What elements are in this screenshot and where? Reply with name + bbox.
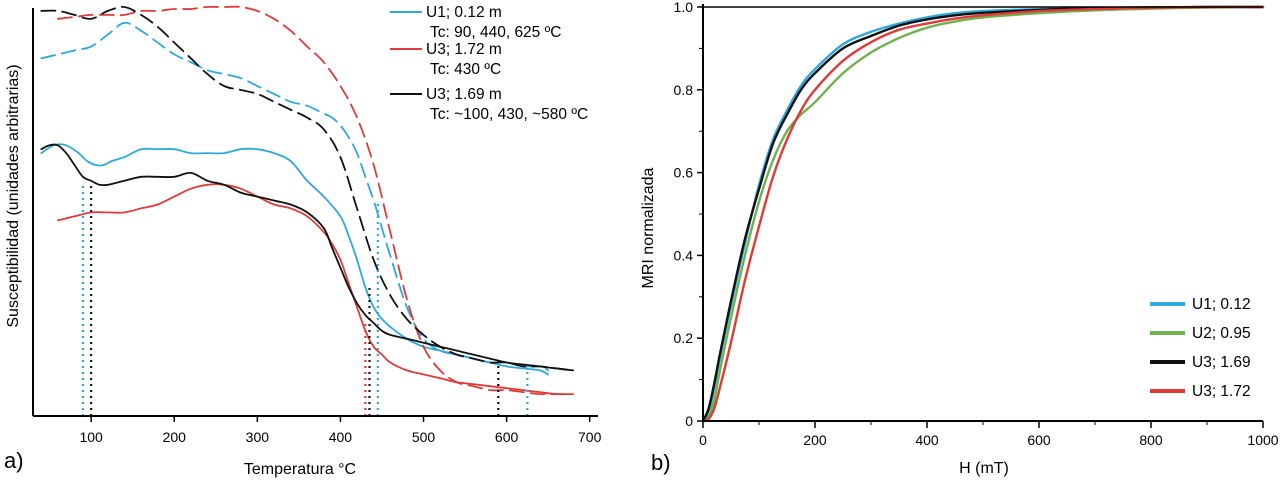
- panel-a-y-axis-title: Susceptibilidad (unidades arbitrarias): [5, 64, 22, 327]
- panel-a-x-tick-label: 600: [495, 429, 519, 445]
- panel-b-x-tick-label: 400: [915, 432, 939, 448]
- panel-a-series-line: U1; 0.12 m (cooling): [40, 21, 549, 372]
- panel-b-x-tick-label: 800: [1139, 432, 1163, 448]
- panel-b-y-tick-label: 0.2: [674, 330, 694, 346]
- panel-a-series-line: U3; 1.69 m (cooling): [40, 5, 574, 372]
- panel-b-y-tick-label: 0.4: [674, 247, 694, 263]
- panel-b-y-tick-label: 0.8: [674, 82, 694, 98]
- panel-a-x-tick-label: 500: [412, 429, 436, 445]
- panel-a-x-tick-label: 100: [79, 429, 103, 445]
- panel-a-legend-curie-temps: Tc: 430 ºC: [430, 61, 501, 78]
- panel-a-x-tick-label: 700: [578, 429, 602, 445]
- panel-a-legend-sample: U3; 1.72 m: [426, 41, 502, 58]
- panel-a-legend-sample: U3; 1.69 m: [426, 86, 502, 103]
- panel-b-label: b): [651, 450, 671, 475]
- panel-b-series-line: U1; 0.12: [701, 5, 1265, 423]
- panel-b-series-line: U3; 1.72: [701, 5, 1265, 423]
- panel-b-legend-label: U3; 1.72: [1192, 383, 1251, 400]
- panel-a-label: a): [4, 448, 24, 473]
- panel-a-curie-markers: [81, 184, 529, 416]
- panel-a-series-line: U3; 1.72 m (heating): [57, 183, 574, 396]
- panel-b-y-tick-label: 1.0: [674, 0, 694, 15]
- panel-b-x-tick-label: 0: [699, 432, 707, 448]
- panel-b-x-axis-title: H (mT): [959, 460, 1009, 477]
- panel-b-x-tick-label: 600: [1027, 432, 1051, 448]
- panel-a-legend-sample: U1; 0.12 m: [426, 4, 502, 21]
- panel-a-curves: U1; 0.12 m (heating)U1; 0.12 m (cooling)…: [40, 5, 574, 396]
- panel-b-legend: U1; 0.12 U2; 0.95 U3; 1.69 U3; 1.72: [1150, 296, 1251, 400]
- panel-b-irm-chart: U1; 0.12 U2; 0.95 U3; 1.69 U3; 1.72 0 200 400…: [640, 0, 1279, 477]
- panel-b-x-tick-label: 200: [803, 432, 827, 448]
- panel-b-series-line: U3; 1.69: [701, 5, 1265, 423]
- panel-b-curves: U1; 0.12 U2; 0.95 U3; 1.69 U3; 1.72: [701, 5, 1265, 423]
- panel-a-series-line: U1; 0.12 m (heating): [40, 143, 549, 376]
- panel-b-legend-label: U3; 1.69: [1192, 354, 1251, 371]
- panel-a-x-axis-title: Temperatura °C: [244, 461, 356, 478]
- panel-a-x-tick-label: 200: [163, 429, 187, 445]
- panel-b-ticks: 0 200 400 600 800 1000 0 0.2 0.4 0.6 0.8 1.0: [674, 0, 1279, 448]
- panel-a-x-ticks: 100 200 300 400 500 600 700: [79, 416, 602, 445]
- panel-a-x-tick-label: 400: [329, 429, 353, 445]
- panel-b-y-axis-title: MRI normalizada: [640, 167, 657, 288]
- panel-a-series-line: U3; 1.69 m (heating): [40, 143, 574, 372]
- panel-a-x-tick-label: 300: [246, 429, 270, 445]
- panel-a-legend-curie-temps: Tc: ~100, 430, ~580 ºC: [430, 106, 588, 123]
- panel-b-legend-label: U1; 0.12: [1192, 296, 1251, 313]
- panel-a-series-line: U3; 1.72 m (cooling): [57, 5, 574, 396]
- panel-a-legend-curie-temps: Tc: 90, 440, 625 ºC: [430, 24, 561, 41]
- panel-b-legend-label: U2; 0.95: [1192, 325, 1251, 342]
- panel-a-thermomagnetic-chart: U1; 0.12 m (heating)U1; 0.12 m (cooling)…: [4, 4, 602, 478]
- panel-b-x-tick-label: 1000: [1247, 432, 1278, 448]
- panel-b-y-tick-label: 0: [685, 413, 693, 429]
- panel-b-series-line: U2; 0.95: [701, 5, 1265, 423]
- panel-b-y-tick-label: 0.6: [674, 165, 694, 181]
